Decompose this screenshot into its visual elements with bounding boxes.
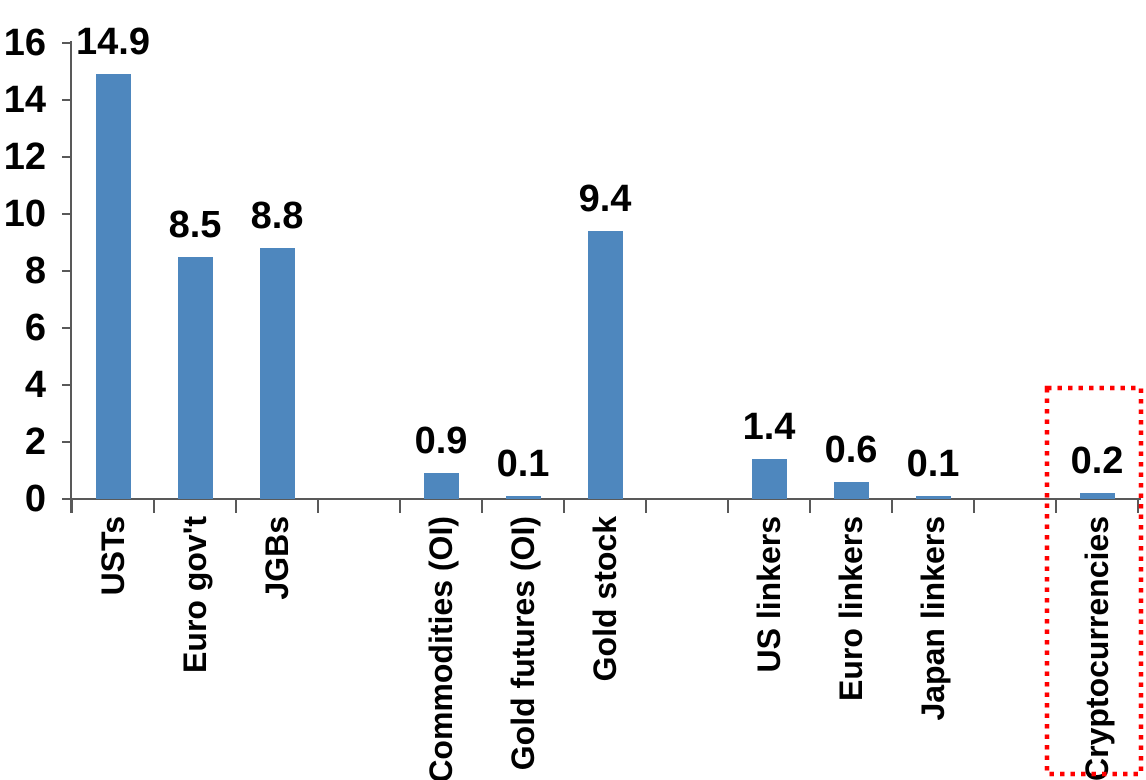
category-label-euro-linkers: Euro linkers bbox=[833, 516, 869, 701]
bar-value-label-jgbs: 8.8 bbox=[250, 195, 304, 237]
bar-cryptocurrencies bbox=[1080, 493, 1115, 499]
x-axis-line bbox=[62, 498, 1141, 500]
x-axis-tick bbox=[235, 499, 237, 513]
y-axis-line bbox=[70, 41, 72, 513]
bar-value-label-euro-linkers: 0.6 bbox=[824, 429, 878, 471]
x-axis-tick bbox=[727, 499, 729, 513]
bar-euro-gov-t bbox=[178, 257, 213, 499]
bar-usts bbox=[96, 74, 131, 499]
y-axis-tick bbox=[62, 384, 72, 386]
x-axis-tick bbox=[973, 499, 975, 513]
x-axis-tick bbox=[891, 499, 893, 513]
x-axis-tick bbox=[317, 499, 319, 513]
y-axis-tick-label: 16 bbox=[3, 22, 46, 64]
y-axis-tick bbox=[62, 441, 72, 443]
y-axis-tick bbox=[62, 156, 72, 158]
y-axis-tick-label: 6 bbox=[24, 307, 46, 349]
bar-jgbs bbox=[260, 248, 295, 499]
category-label-gold-futures-oi: Gold futures (OI) bbox=[505, 516, 541, 771]
bar-euro-linkers bbox=[834, 482, 869, 499]
y-axis-tick-label: 12 bbox=[3, 136, 46, 178]
bar-us-linkers bbox=[752, 459, 787, 499]
bar-gold-futures-oi bbox=[506, 496, 541, 499]
bar-value-label-japan-linkers: 0.1 bbox=[906, 443, 960, 485]
category-label-jgbs: JGBs bbox=[259, 516, 295, 600]
y-axis-tick-label: 2 bbox=[24, 421, 46, 463]
x-axis-tick bbox=[645, 499, 647, 513]
x-axis-tick bbox=[563, 499, 565, 513]
x-axis-tick bbox=[1055, 499, 1057, 513]
category-label-usts: USTs bbox=[95, 516, 131, 596]
bar-value-label-euro-gov-t: 8.5 bbox=[168, 204, 222, 246]
x-axis-tick bbox=[1137, 499, 1139, 513]
bar-value-label-usts: 14.9 bbox=[76, 21, 150, 63]
y-axis-tick bbox=[62, 498, 72, 500]
bar-commodities-oi bbox=[424, 473, 459, 499]
y-axis-tick bbox=[62, 42, 72, 44]
category-label-euro-gov-t: Euro gov't bbox=[177, 516, 213, 673]
category-label-us-linkers: US linkers bbox=[751, 516, 787, 673]
y-axis-tick-label: 0 bbox=[24, 478, 46, 520]
x-axis-tick bbox=[399, 499, 401, 513]
y-axis-tick-label: 14 bbox=[3, 79, 46, 121]
bar-value-label-gold-futures-oi: 0.1 bbox=[496, 443, 550, 485]
category-label-commodities-oi: Commodities (OI) bbox=[423, 516, 459, 780]
bar-gold-stock bbox=[588, 231, 623, 499]
category-label-gold-stock: Gold stock bbox=[587, 516, 623, 682]
bar-japan-linkers bbox=[916, 496, 951, 499]
x-axis-tick bbox=[809, 499, 811, 513]
x-axis-tick bbox=[71, 499, 73, 513]
x-axis-tick bbox=[153, 499, 155, 513]
category-label-cryptocurrencies: Cryptocurrencies bbox=[1079, 516, 1115, 780]
y-axis-tick-label: 10 bbox=[3, 193, 46, 235]
bar-value-label-cryptocurrencies: 0.2 bbox=[1070, 440, 1124, 482]
bar-value-label-commodities-oi: 0.9 bbox=[414, 420, 468, 462]
category-label-japan-linkers: Japan linkers bbox=[915, 516, 951, 721]
y-axis-tick bbox=[62, 213, 72, 215]
x-axis-tick bbox=[481, 499, 483, 513]
y-axis-tick bbox=[62, 327, 72, 329]
bar-value-label-gold-stock: 9.4 bbox=[578, 178, 632, 220]
y-axis-tick bbox=[62, 99, 72, 101]
y-axis-tick-label: 8 bbox=[24, 250, 46, 292]
bar-value-label-us-linkers: 1.4 bbox=[742, 406, 796, 448]
y-axis-tick-label: 4 bbox=[24, 364, 46, 406]
y-axis-tick bbox=[62, 270, 72, 272]
